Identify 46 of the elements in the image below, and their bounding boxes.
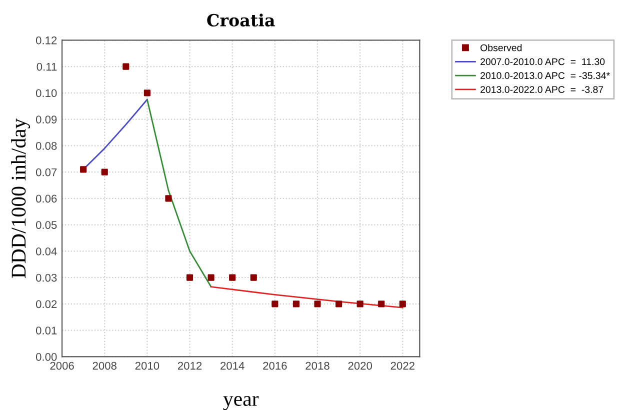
x-axis-title: year (223, 396, 259, 410)
y-tick-label: 0.04 (36, 247, 57, 256)
y-tick-label: 0.02 (36, 300, 57, 308)
point (314, 300, 321, 308)
x-tick-label: 2022 (390, 362, 414, 370)
point (144, 90, 150, 96)
point (335, 300, 342, 308)
y-tick-label: 0.06 (36, 194, 57, 203)
point (229, 274, 236, 281)
y-tick-label: 0.10 (36, 89, 57, 98)
point (378, 300, 385, 308)
y-tick-label: 0.05 (36, 221, 57, 229)
x-tick-label: 2018 (306, 362, 330, 370)
y-tick-label: 0.03 (36, 274, 57, 282)
point (208, 274, 214, 281)
legend-label: Observed (480, 44, 522, 52)
x-tick-label: 2008 (92, 362, 116, 370)
point (356, 300, 364, 308)
point (186, 274, 194, 281)
y-tick-label: 0.07 (36, 168, 57, 176)
y-tick-label: 0.12 (36, 36, 57, 44)
point (165, 195, 172, 202)
chart-title: Croatia (207, 14, 275, 27)
line-series (146, 98, 212, 288)
point (80, 166, 87, 173)
x-tick-label: 2014 (220, 362, 244, 370)
point (122, 63, 130, 70)
x-tick-label: 2016 (263, 362, 287, 370)
legend-label: 2013.0-2022.0 APC = -3.87 (480, 86, 604, 93)
x-tick-label: 2010 (135, 362, 160, 370)
legend-label: 2007.0-2010.0 APC = 11.30 (480, 58, 605, 66)
point (250, 274, 257, 281)
x-tick-label: 2006 (50, 362, 74, 370)
point (399, 300, 406, 308)
y-tick-label: 0.01 (36, 326, 57, 334)
y-tick-label: 0.08 (36, 142, 57, 150)
y-axis-title: DDD/1000 inh/day (11, 118, 30, 278)
y-tick-label: 0.09 (36, 116, 57, 124)
legend-label: 2010.0-2013.0 APC = -35.34* (480, 72, 610, 80)
y-tick-label: 0.11 (36, 62, 57, 71)
x-tick-label: 2020 (348, 362, 372, 370)
y-tick-label: 0.00 (36, 352, 57, 361)
point (101, 168, 108, 176)
point (272, 300, 278, 308)
x-tick-label: 2012 (178, 362, 202, 370)
point (292, 300, 300, 308)
